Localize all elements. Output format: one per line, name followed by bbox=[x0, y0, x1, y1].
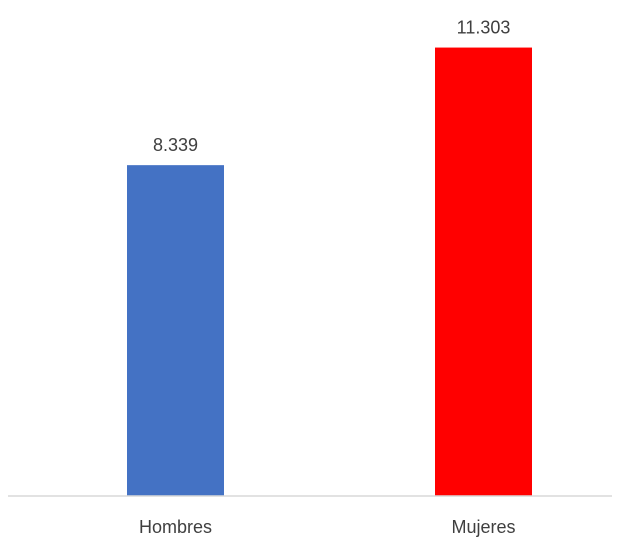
bar-mujeres bbox=[435, 47, 532, 496]
labels-layer: 8.339 Hombres 11.303 Mujeres bbox=[139, 18, 516, 537]
category-label-mujeres: Mujeres bbox=[451, 517, 515, 537]
data-label-mujeres: 11.303 bbox=[457, 18, 511, 38]
data-label-hombres: 8.339 bbox=[153, 135, 198, 155]
bars-layer bbox=[127, 47, 532, 497]
category-label-hombres: Hombres bbox=[139, 517, 212, 537]
bar-hombres bbox=[127, 165, 224, 497]
